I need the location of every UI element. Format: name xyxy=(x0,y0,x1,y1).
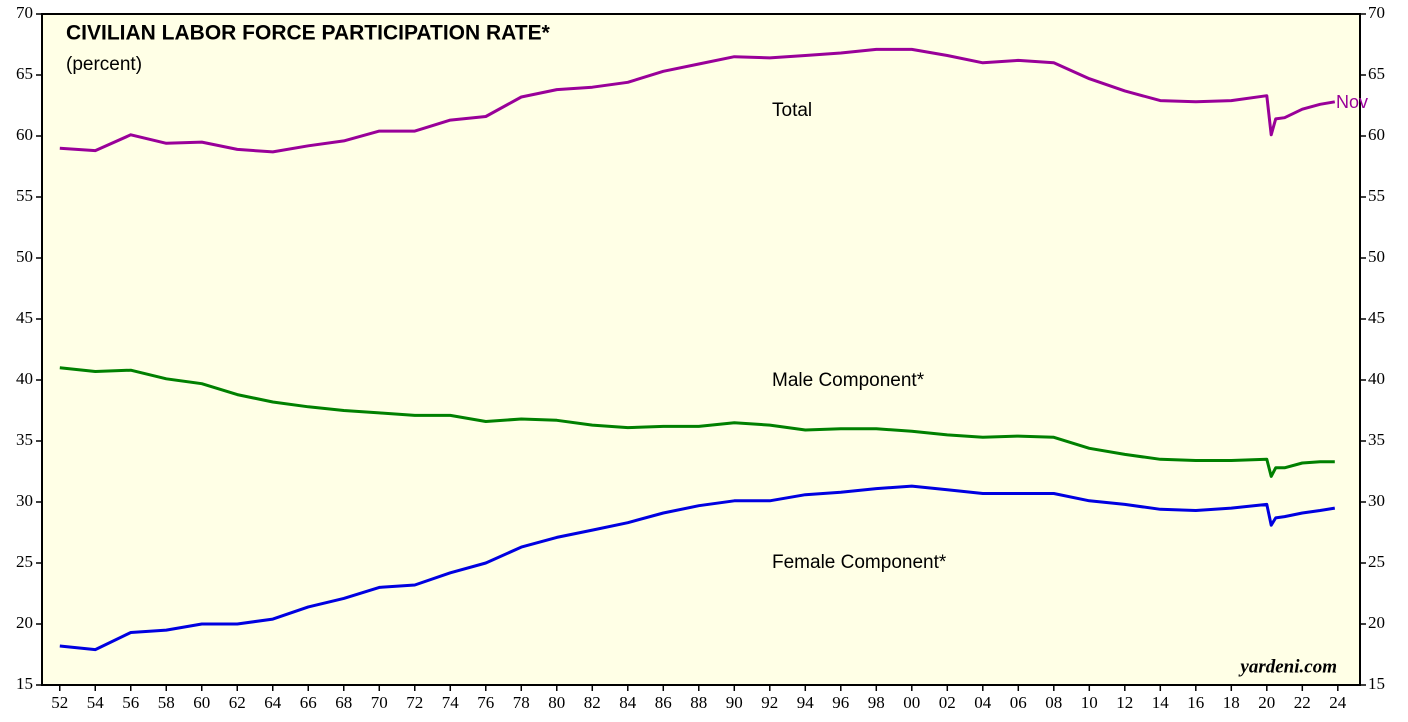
x-tick-label: 76 xyxy=(477,693,494,712)
x-tick-label: 12 xyxy=(1116,693,1133,712)
chart-subtitle: (percent) xyxy=(66,54,142,75)
annotation-last-month: Nov xyxy=(1336,92,1368,112)
x-tick-label: 78 xyxy=(513,693,530,712)
x-tick-label: 06 xyxy=(1010,693,1027,712)
x-tick-label: 20 xyxy=(1258,693,1275,712)
x-tick-label: 08 xyxy=(1045,693,1062,712)
y2-tick-label: 60 xyxy=(1368,125,1385,144)
y2-tick-label: 15 xyxy=(1368,674,1385,693)
y-tick-label: 70 xyxy=(16,3,33,22)
x-tick-label: 52 xyxy=(51,693,68,712)
y2-tick-label: 30 xyxy=(1368,491,1385,510)
x-tick-label: 56 xyxy=(122,693,139,712)
x-tick-label: 74 xyxy=(442,693,460,712)
series-line xyxy=(59,366,1335,478)
x-tick-label: 82 xyxy=(584,693,601,712)
x-tick-label: 72 xyxy=(406,693,423,712)
series-line xyxy=(59,484,1336,652)
y-tick-label: 20 xyxy=(16,613,33,632)
x-tick-label: 54 xyxy=(87,693,105,712)
y-tick-label: 25 xyxy=(16,552,33,571)
y-tick-label: 65 xyxy=(16,64,33,83)
x-tick-label: 68 xyxy=(335,693,352,712)
x-tick-label: 18 xyxy=(1223,693,1240,712)
y-tick-label: 30 xyxy=(16,491,33,510)
series-label: Female Component* xyxy=(772,552,947,573)
x-tick-label: 02 xyxy=(939,693,956,712)
x-tick-label: 62 xyxy=(229,693,246,712)
y-tick-label: 55 xyxy=(16,186,33,205)
plot-frame xyxy=(41,13,1361,686)
y2-tick-label: 70 xyxy=(1368,3,1385,22)
x-tick-label: 16 xyxy=(1187,693,1204,712)
y-tick-label: 45 xyxy=(16,308,33,327)
x-tick-label: 80 xyxy=(548,693,565,712)
x-tick-label: 94 xyxy=(797,693,815,712)
x-tick-label: 84 xyxy=(619,693,637,712)
chart-title: CIVILIAN LABOR FORCE PARTICIPATION RATE* xyxy=(66,22,551,45)
x-tick-label: 60 xyxy=(193,693,210,712)
x-tick-label: 92 xyxy=(761,693,778,712)
x-tick-label: 14 xyxy=(1152,693,1170,712)
x-tick-label: 00 xyxy=(903,693,920,712)
x-tick-label: 24 xyxy=(1329,693,1347,712)
y-tick-label: 50 xyxy=(16,247,33,266)
x-tick-label: 88 xyxy=(690,693,707,712)
y2-tick-label: 40 xyxy=(1368,369,1385,388)
y-tick-label: 60 xyxy=(16,125,33,144)
x-tick-label: 04 xyxy=(974,693,992,712)
x-tick-label: 90 xyxy=(726,693,743,712)
x-tick-label: 58 xyxy=(158,693,175,712)
y-tick-label: 35 xyxy=(16,430,33,449)
y2-tick-label: 65 xyxy=(1368,64,1385,83)
x-tick-label: 98 xyxy=(868,693,885,712)
plot-layer xyxy=(59,47,1336,652)
x-tick-label: 66 xyxy=(300,693,317,712)
y-tick-label: 40 xyxy=(16,369,33,388)
source-label: yardeni.com xyxy=(1238,656,1337,677)
plot-area xyxy=(42,14,1360,685)
y2-tick-label: 35 xyxy=(1368,430,1385,449)
series-label: Total xyxy=(772,100,812,121)
y2-tick-label: 50 xyxy=(1368,247,1385,266)
y2-tick-label: 25 xyxy=(1368,552,1385,571)
y-tick-label: 15 xyxy=(16,674,33,693)
x-tick-label: 64 xyxy=(264,693,282,712)
series-line xyxy=(59,47,1336,154)
series-label: Male Component* xyxy=(772,370,925,391)
y2-tick-label: 45 xyxy=(1368,308,1385,327)
y2-tick-label: 55 xyxy=(1368,186,1385,205)
x-tick-label: 86 xyxy=(655,693,672,712)
x-tick-label: 96 xyxy=(832,693,849,712)
x-tick-label: 10 xyxy=(1081,693,1098,712)
x-tick-label: 70 xyxy=(371,693,388,712)
y2-tick-label: 20 xyxy=(1368,613,1385,632)
x-tick-label: 22 xyxy=(1294,693,1311,712)
